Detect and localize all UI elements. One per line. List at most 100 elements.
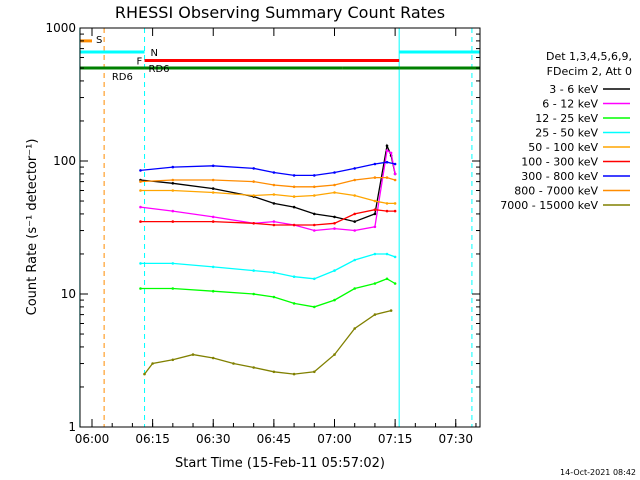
data-point-5-4: [272, 223, 276, 227]
data-point-0-6: [313, 212, 316, 216]
y-axis-label: Count Rate (s⁻¹ detector⁻¹): [25, 139, 40, 316]
timestamp: 14-Oct-2021 08:42: [560, 468, 636, 477]
x-tick-label-0: 06:00: [75, 432, 110, 446]
data-point-7-9: [373, 176, 377, 179]
data-point-1-1: [171, 209, 175, 213]
data-point-0-4: [272, 202, 276, 205]
data-point-3-11: [393, 255, 397, 259]
data-point-2-1: [171, 287, 175, 290]
data-point-0-9: [373, 212, 377, 216]
data-point-6-5: [292, 174, 296, 177]
data-point-8-7: [272, 370, 276, 374]
data-point-0-5: [292, 205, 296, 209]
data-point-4-1: [171, 189, 175, 192]
data-point-7-5: [292, 185, 296, 189]
series-line-8: [143, 309, 392, 375]
data-point-8-11: [353, 327, 357, 330]
data-point-2-3: [252, 292, 255, 296]
legend-label-8: 7000 - 15000 keV: [500, 199, 598, 212]
data-point-1-0: [139, 205, 142, 209]
data-point-2-5: [292, 302, 296, 305]
data-point-4-4: [272, 193, 276, 196]
data-point-8-3: [191, 353, 195, 356]
data-point-2-0: [139, 287, 142, 290]
data-point-1-4: [272, 220, 276, 223]
annotation-label-4: RD6: [149, 64, 170, 75]
state-bars-layer: S NF RD6 RD6: [79, 35, 480, 83]
data-point-1-2: [211, 215, 215, 219]
data-point-8-13: [389, 309, 393, 312]
data-point-6-2: [211, 164, 215, 168]
data-point-6-10: [385, 160, 389, 164]
annotation-label-3: RD6: [112, 72, 133, 83]
data-point-8-10: [333, 353, 336, 356]
data-point-2-8: [353, 287, 357, 290]
legend-label-0: 3 - 6 keV: [549, 83, 598, 96]
data-point-1-10: [385, 149, 389, 152]
series-line-5: [140, 209, 396, 226]
data-point-5-0: [139, 220, 142, 223]
data-point-6-11: [393, 162, 397, 166]
data-point-5-8: [353, 212, 357, 216]
series-line-2: [140, 278, 396, 308]
data-point-4-5: [292, 195, 296, 198]
data-point-1-9: [373, 225, 377, 229]
data-point-8-9: [313, 370, 316, 374]
series-line-3: [140, 253, 396, 280]
data-point-0-1: [171, 182, 175, 185]
legend-label-3: 25 - 50 keV: [535, 127, 598, 140]
data-point-4-10: [385, 202, 389, 205]
axes: 06:00 06:15 06:30 06:45 07:00 07:15 07:30 1 10 10…: [45, 21, 480, 446]
data-point-6-7: [333, 171, 336, 174]
data-point-7-1: [171, 178, 175, 182]
legend-label-6: 300 - 800 keV: [521, 170, 598, 183]
data-point-7-11: [393, 178, 397, 182]
data-point-1-6: [313, 229, 316, 232]
y-tick-label-0: 1: [68, 420, 76, 434]
data-point-2-2: [211, 289, 215, 293]
x-tick-label-4: 07:00: [317, 432, 352, 446]
data-point-5-9: [373, 208, 377, 211]
data-point-7-0: [139, 180, 142, 183]
annotation-label-0: S: [96, 35, 102, 46]
legend-label-2: 12 - 25 keV: [535, 112, 598, 125]
data-point-2-6: [313, 305, 316, 309]
chart-title: RHESSI Observing Summary Count Rates: [115, 3, 445, 22]
data-point-3-7: [333, 269, 336, 272]
x-axis-label: Start Time (15-Feb-11 05:57:02): [175, 456, 385, 471]
data-point-7-4: [272, 183, 276, 187]
data-point-6-3: [252, 167, 255, 170]
data-point-1-12: [393, 172, 397, 176]
data-point-5-1: [171, 220, 175, 223]
legend-label-4: 50 - 100 keV: [528, 141, 598, 154]
y-tick-label-3: 1000: [45, 21, 76, 35]
data-point-5-7: [333, 222, 336, 225]
data-point-3-2: [211, 265, 215, 269]
data-point-7-8: [353, 178, 357, 182]
data-point-3-10: [385, 252, 389, 256]
annotation-label-2: F: [137, 56, 143, 67]
data-point-3-0: [139, 262, 142, 265]
data-point-8-6: [252, 366, 255, 369]
data-point-2-4: [272, 295, 276, 299]
data-point-0-8: [353, 220, 357, 223]
data-point-5-5: [292, 223, 296, 227]
data-point-5-10: [385, 209, 389, 213]
data-point-8-5: [232, 362, 235, 365]
data-point-4-11: [393, 202, 397, 205]
x-tick-label-2: 06:30: [196, 432, 231, 446]
data-point-2-10: [385, 277, 389, 281]
data-point-3-1: [171, 262, 175, 265]
data-point-4-8: [353, 194, 357, 197]
data-point-7-2: [211, 178, 215, 182]
data-point-1-8: [353, 229, 357, 232]
data-point-7-3: [252, 180, 255, 183]
data-point-2-11: [393, 282, 397, 285]
legend-header-line-2: FDecim 2, Att 0: [547, 65, 632, 78]
y-tick-label-2: 100: [53, 154, 76, 168]
x-tick-label-6: 07:30: [438, 432, 473, 446]
data-point-2-9: [373, 282, 377, 285]
data-point-5-11: [393, 209, 397, 213]
data-point-6-0: [139, 169, 142, 172]
